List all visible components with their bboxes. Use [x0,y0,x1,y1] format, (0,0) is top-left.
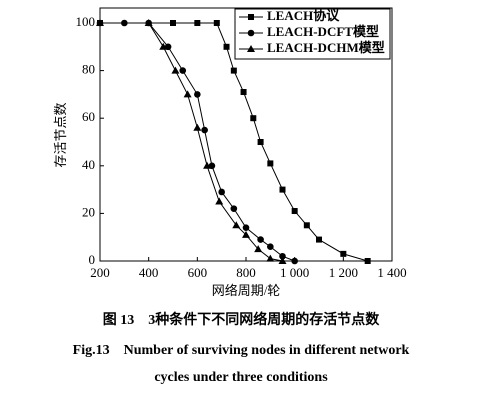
legend-label: LEACH-DCFT模型 [267,24,379,39]
marker [170,20,176,26]
legend-label: LEACH协议 [267,8,340,23]
marker [257,139,264,145]
marker [218,188,225,196]
y-tick-label: 0 [89,252,96,267]
y-axis-label: 存活节点数 [53,102,68,167]
x-tick-label: 400 [139,265,159,280]
marker [291,208,298,215]
marker [213,20,220,26]
marker [254,245,263,253]
x-tick-label: 800 [236,265,256,280]
y-tick-label: 100 [76,14,96,29]
x-tick-label: 1 400 [377,265,406,280]
marker [223,43,230,50]
y-tick-label: 40 [82,157,95,172]
marker [279,186,286,193]
marker [194,91,201,98]
legend-label: LEACH-DCHM模型 [267,40,385,55]
marker [240,89,247,96]
marker [242,224,250,231]
marker [242,230,250,238]
marker [248,14,254,20]
marker [171,66,180,74]
marker [201,126,208,134]
marker [267,160,274,167]
marker [267,243,274,251]
marker [179,67,187,74]
marker [266,254,275,262]
marker [250,115,257,122]
marker [247,29,255,37]
marker [340,250,347,257]
series-line [100,22,368,262]
caption-cn: 图 13 3种条件下不同网络周期的存活节点数 [103,311,380,328]
marker [230,205,238,212]
y-tick-label: 20 [82,204,95,219]
marker [230,67,237,74]
y-tick-label: 80 [82,62,95,77]
marker [232,221,241,229]
marker [247,45,255,52]
marker [279,252,286,260]
x-tick-label: 600 [188,265,208,280]
marker [303,222,310,229]
marker [364,258,371,264]
marker [203,161,212,169]
x-axis-label: 网络周期/轮 [212,283,281,298]
marker [215,197,224,205]
marker [291,257,298,265]
caption-en: cycles under three conditions [154,370,328,385]
caption-en: Fig.13 Number of surviving nodes in diff… [73,343,410,358]
marker [278,257,287,264]
marker [96,19,104,26]
marker [144,19,153,26]
marker [316,236,322,243]
x-tick-label: 200 [90,265,110,280]
marker [159,42,168,50]
x-tick-label: 1 200 [329,265,358,280]
marker [193,123,202,131]
y-tick-label: 60 [82,109,95,124]
marker [194,20,201,26]
marker [257,236,264,243]
x-tick-label: 1 000 [280,265,309,280]
marker [183,90,192,98]
